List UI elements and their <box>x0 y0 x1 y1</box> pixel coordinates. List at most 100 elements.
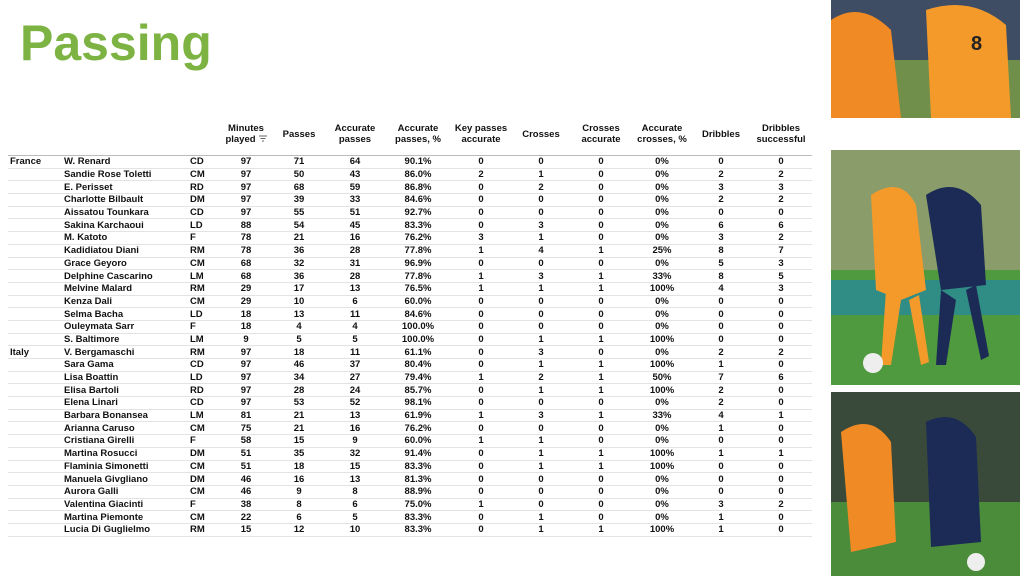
stat-cell: 2 <box>692 168 750 182</box>
stat-cell: 0 <box>570 206 632 220</box>
stat-cell: 33% <box>632 409 692 423</box>
column-header: Dribbles successful <box>750 113 812 156</box>
stat-cell: 0 <box>570 320 632 334</box>
stat-cell: 0% <box>632 180 692 195</box>
stat-cell: 1 <box>512 358 570 372</box>
stat-cell: 68 <box>274 180 324 195</box>
stat-cell: 97 <box>218 345 274 359</box>
stat-cell: 51 <box>218 447 274 461</box>
stat-cell: 0 <box>570 193 632 207</box>
stat-cell: 46 <box>218 485 274 499</box>
stat-cell: 31 <box>324 257 386 271</box>
team-blank <box>8 383 62 398</box>
position: F <box>188 320 218 334</box>
stat-cell: 0% <box>632 472 692 486</box>
stat-cell: 76.2% <box>386 421 450 436</box>
stat-cell: 35 <box>274 447 324 461</box>
stat-cell: 24 <box>324 383 386 398</box>
stat-cell: 3 <box>750 257 812 271</box>
stat-cell: 1 <box>512 231 570 245</box>
stat-cell: 6 <box>274 510 324 524</box>
stat-cell: 1 <box>570 523 632 537</box>
stat-cell: 0 <box>692 320 750 334</box>
table-row: Manuela Givgliano DM 46 16 13 81.3% 0 0 0 0% 0 0 <box>8 472 812 486</box>
stat-cell: 75 <box>218 421 274 436</box>
team-blank <box>8 409 62 423</box>
column-header: Minutes played <box>218 113 274 156</box>
stat-cell: 77.8% <box>386 244 450 258</box>
table-row: Martina Piemonte CM 22 6 5 83.3% 0 1 0 0% 1 0 <box>8 510 812 524</box>
player-name: Aissatou Tounkara <box>62 206 188 220</box>
position: CD <box>188 396 218 410</box>
table-row: Elena Linari CD 97 53 52 98.1% 0 0 0 0% 2 0 <box>8 396 812 410</box>
stat-cell: 97 <box>218 180 274 195</box>
stat-cell: 0 <box>570 155 632 169</box>
stat-cell: 8 <box>274 498 324 512</box>
stat-cell: 0 <box>450 447 512 461</box>
position: CM <box>188 295 218 309</box>
team-blank <box>8 485 62 499</box>
stat-cell: 0 <box>750 320 812 334</box>
stat-cell: 0 <box>570 180 632 195</box>
position: LD <box>188 371 218 385</box>
stat-cell: 1 <box>570 269 632 283</box>
position: CD <box>188 358 218 372</box>
stat-cell: 5 <box>692 257 750 271</box>
stat-cell: 4 <box>274 320 324 334</box>
stat-cell: 0 <box>570 307 632 321</box>
stat-cell: 1 <box>570 358 632 372</box>
stat-cell: 3 <box>512 345 570 359</box>
team-blank <box>8 218 62 233</box>
table-row: Sakina Karchaoui LD 88 54 45 83.3% 0 3 0 0% 6 6 <box>8 218 812 233</box>
sort-icon[interactable] <box>258 135 267 142</box>
stat-cell: 3 <box>692 498 750 512</box>
stat-cell: 0% <box>632 307 692 321</box>
stat-cell: 1 <box>512 333 570 347</box>
stat-cell: 85.7% <box>386 383 450 398</box>
player-name: S. Baltimore <box>62 333 188 347</box>
stat-cell: 0 <box>750 206 812 220</box>
stat-cell: 17 <box>274 282 324 296</box>
team-blank <box>8 523 62 537</box>
stat-cell: 13 <box>274 307 324 321</box>
stat-cell: 0% <box>632 421 692 436</box>
stat-cell: 16 <box>324 421 386 436</box>
stat-cell: 0 <box>570 257 632 271</box>
table-row: Cristiana Girelli F 58 15 9 60.0% 1 1 0 0% 0 0 <box>8 434 812 448</box>
stat-cell: 97 <box>218 383 274 398</box>
stat-cell: 0 <box>692 460 750 474</box>
stat-cell: 50% <box>632 371 692 385</box>
stat-cell: 97 <box>218 168 274 182</box>
player-name: Melvine Malard <box>62 282 188 296</box>
team-name: France <box>8 155 62 169</box>
player-name: Kadidiatou Diani <box>62 244 188 258</box>
player-name: Martina Piemonte <box>62 510 188 524</box>
table-row: Elisa Bartoli RD 97 28 24 85.7% 0 1 1 100% 2 0 <box>8 383 812 398</box>
stat-cell: 0% <box>632 257 692 271</box>
stat-cell: 1 <box>692 447 750 461</box>
column-header-text: Accurate crosses, % <box>637 123 687 145</box>
stat-cell: 1 <box>450 244 512 258</box>
stat-cell: 0 <box>570 218 632 233</box>
table-row: France W. Renard CD 97 71 64 90.1% 0 0 0 0% 0 0 <box>8 155 812 169</box>
table-row: Melvine Malard RM 29 17 13 76.5% 1 1 1 100% 4 3 <box>8 282 812 296</box>
table-row: Martina Rosucci DM 51 35 32 91.4% 0 1 1 100% 1 1 <box>8 447 812 461</box>
position: CM <box>188 485 218 499</box>
stat-cell: 10 <box>274 295 324 309</box>
stat-cell: 0 <box>450 358 512 372</box>
stat-cell: 54 <box>274 218 324 233</box>
position: LM <box>188 333 218 347</box>
stat-cell: 29 <box>218 295 274 309</box>
stat-cell: 53 <box>274 396 324 410</box>
team-blank <box>8 472 62 486</box>
stat-cell: 100% <box>632 523 692 537</box>
stat-cell: 0 <box>750 434 812 448</box>
stat-cell: 84.6% <box>386 307 450 321</box>
header-blank <box>62 113 188 156</box>
stat-cell: 0% <box>632 434 692 448</box>
stat-cell: 0 <box>450 257 512 271</box>
stat-cell: 0 <box>692 155 750 169</box>
stat-cell: 100.0% <box>386 320 450 334</box>
stat-cell: 33 <box>324 193 386 207</box>
stat-cell: 0 <box>512 155 570 169</box>
